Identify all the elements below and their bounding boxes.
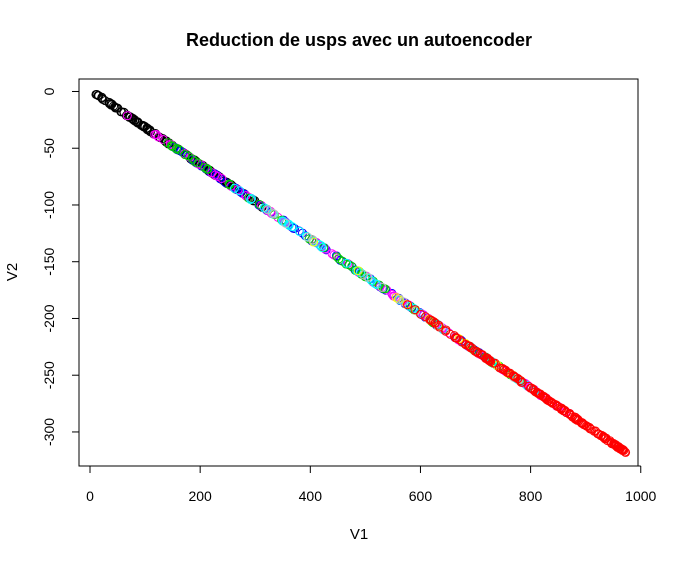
data-point	[477, 350, 487, 360]
data-point	[535, 389, 545, 399]
data-point	[403, 300, 413, 310]
data-point	[430, 318, 440, 328]
data-point	[484, 355, 494, 365]
data-point	[342, 258, 352, 268]
data-point	[281, 218, 291, 228]
data-point	[615, 444, 625, 454]
data-point	[106, 98, 116, 108]
y-tick-label: -100	[41, 191, 57, 219]
data-point	[619, 445, 629, 455]
data-point	[122, 111, 132, 121]
x-tick-label: 1000	[625, 488, 656, 504]
data-point	[593, 429, 603, 439]
data-point	[167, 141, 177, 151]
y-tick-label: -200	[41, 304, 57, 332]
data-point	[410, 305, 420, 315]
data-point	[151, 129, 161, 139]
data-point	[377, 282, 387, 292]
data-point	[455, 335, 465, 345]
y-tick-label: 0	[41, 87, 57, 95]
y-tick-label: -300	[41, 418, 57, 446]
data-point	[465, 341, 475, 351]
data-point	[229, 183, 239, 193]
data-point	[98, 94, 108, 104]
y-axis-label: V2	[4, 263, 21, 281]
data-point	[294, 226, 304, 236]
data-point	[580, 420, 590, 430]
data-point	[457, 337, 467, 347]
x-tick-label: 200	[188, 488, 212, 504]
data-point	[473, 348, 483, 358]
x-tick-label: 600	[409, 488, 433, 504]
y-tick-label: -50	[41, 138, 57, 158]
data-point	[246, 195, 256, 205]
data-point	[466, 343, 476, 353]
data-point	[158, 134, 168, 144]
data-point	[451, 333, 461, 343]
x-tick-label: 400	[299, 488, 323, 504]
data-point	[269, 209, 279, 219]
data-point	[565, 409, 575, 419]
data-point	[441, 325, 451, 335]
data-point	[570, 412, 580, 422]
data-point	[246, 194, 256, 204]
data-point	[139, 122, 149, 132]
data-point	[332, 252, 342, 262]
data-point	[210, 170, 220, 180]
data-point	[421, 312, 431, 322]
y-tick-label: -150	[41, 247, 57, 275]
data-point	[600, 434, 610, 444]
data-point	[279, 217, 289, 227]
y-tick-label: -250	[41, 361, 57, 389]
data-point	[153, 132, 163, 142]
data-point	[235, 186, 245, 196]
data-point	[180, 150, 190, 160]
data-point	[187, 154, 197, 164]
data-point	[107, 99, 117, 109]
data-point	[303, 232, 313, 242]
data-point	[511, 372, 521, 382]
data-point	[308, 235, 318, 245]
data-point	[577, 418, 587, 428]
x-axis-label: V1	[350, 526, 368, 543]
chart-title: Reduction de usps avec un autoencoder	[186, 30, 532, 50]
data-point	[395, 294, 405, 304]
data-points	[91, 89, 631, 457]
data-point	[165, 139, 175, 149]
data-point	[363, 272, 373, 282]
data-point	[145, 127, 155, 137]
data-point	[416, 309, 426, 319]
data-point	[557, 403, 567, 413]
x-tick-label: 800	[519, 488, 543, 504]
data-point	[486, 357, 496, 367]
data-point	[119, 107, 129, 117]
data-point	[591, 426, 601, 436]
data-point	[243, 193, 253, 203]
data-point	[552, 401, 562, 411]
data-point	[344, 260, 354, 270]
data-point	[513, 374, 523, 384]
data-point	[202, 164, 212, 174]
x-tick-label: 0	[86, 488, 94, 504]
data-point	[213, 171, 223, 181]
data-point	[552, 400, 562, 410]
data-point	[470, 346, 480, 356]
data-point	[267, 208, 277, 218]
data-point	[130, 116, 140, 126]
data-point	[317, 242, 327, 252]
data-point	[233, 185, 243, 195]
data-point	[334, 254, 344, 264]
data-point	[172, 143, 182, 153]
data-point	[505, 368, 515, 378]
data-point	[327, 249, 337, 259]
y-axis: 0 -50 -100 -150 -200 -250 -300	[41, 87, 80, 446]
data-point	[314, 239, 324, 249]
x-axis: 0 200 400 600 800 1000	[86, 465, 657, 504]
